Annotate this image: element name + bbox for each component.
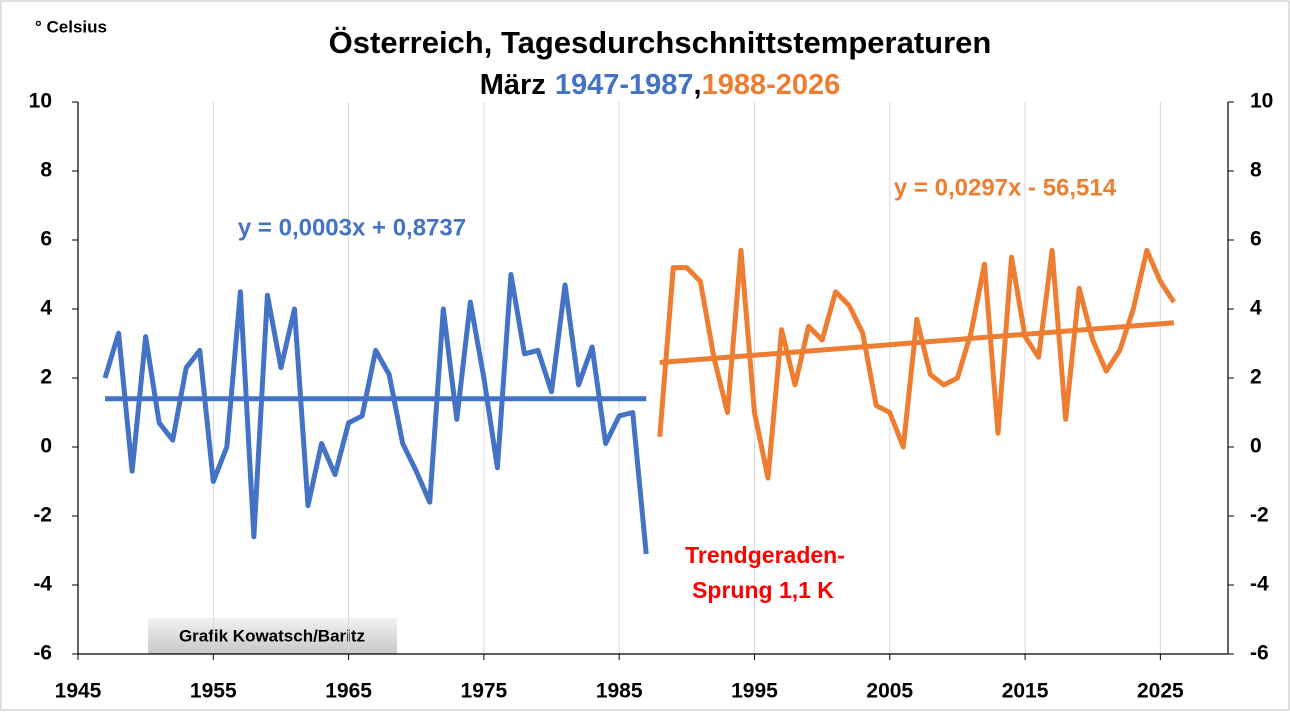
- x-tick-label: 1985: [596, 680, 643, 703]
- y-tick-label: 8: [40, 159, 52, 182]
- y-tick-label: -6: [33, 642, 52, 665]
- annotation: Trendgeraden-: [685, 542, 845, 568]
- y-tick-label: 6: [40, 228, 52, 251]
- y2-tick-label: 4: [1250, 297, 1262, 320]
- y2-tick-label: 8: [1250, 159, 1262, 182]
- chart-subtitle: März 1947-1987,1988-2026: [480, 69, 841, 101]
- x-tick-label: 1945: [55, 680, 102, 703]
- y-tick-label: 0: [40, 435, 52, 458]
- y-tick-label: -4: [33, 573, 52, 596]
- data-line: [102, 272, 649, 555]
- y-tick-label: -2: [33, 504, 52, 527]
- data-line: [657, 247, 1176, 481]
- annotation: Sprung 1,1 K: [692, 577, 834, 603]
- x-tick-label: 2005: [866, 680, 913, 703]
- y2-tick-label: -6: [1250, 642, 1269, 665]
- y2-tick-label: 0: [1250, 435, 1262, 458]
- subtitle-part: ,: [694, 69, 702, 101]
- subtitle-part: März: [480, 69, 546, 101]
- y2-tick-label: 6: [1250, 228, 1262, 251]
- x-tick-label: 1965: [325, 680, 372, 703]
- x-tick-label: 1995: [731, 680, 778, 703]
- y-label: ° Celsius: [35, 17, 107, 36]
- x-tick-label: 2015: [1002, 680, 1049, 703]
- subtitle-part: 1947-1987: [555, 69, 694, 101]
- y-tick-label: 2: [40, 366, 52, 389]
- equation: y = 0,0297x - 56,514: [894, 174, 1117, 201]
- equation: y = 0,0003x + 0,8737: [238, 214, 466, 241]
- y-tick-label: 4: [40, 297, 52, 320]
- x-tick-label: 1975: [461, 680, 508, 703]
- y2-tick-label: 10: [1250, 90, 1273, 113]
- credit: Grafik Kowatsch/Baritz: [179, 626, 365, 645]
- credit-box: [148, 618, 397, 654]
- y2-tick-label: -2: [1250, 504, 1269, 527]
- y2-tick-label: 2: [1250, 366, 1262, 389]
- chart-title: Österreich, Tagesdurchschnittstemperatur…: [329, 25, 992, 60]
- y2-tick-label: -4: [1250, 573, 1269, 596]
- subtitle-part: 1988-2026: [702, 69, 841, 101]
- y-tick-label: 10: [29, 90, 52, 113]
- x-tick-label: 1955: [190, 680, 237, 703]
- x-tick-label: 2025: [1137, 680, 1184, 703]
